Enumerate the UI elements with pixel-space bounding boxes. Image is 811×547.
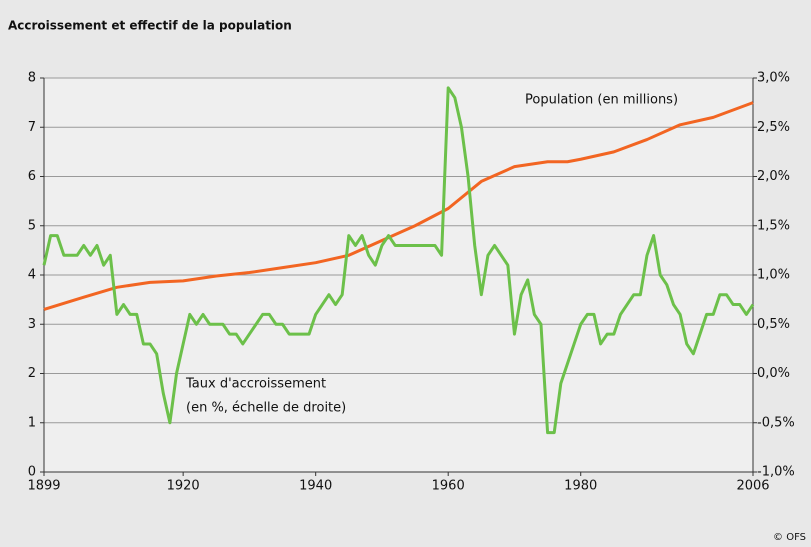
y2-tick-label: 2,0% <box>757 169 790 184</box>
y2-tick-label: 3,0% <box>757 71 790 86</box>
y2-tick-label: 1,5% <box>757 218 790 233</box>
y-tick-label: 6 <box>28 169 36 184</box>
y-tick-label: 8 <box>28 71 36 86</box>
x-tick-label: 1940 <box>299 479 332 494</box>
y-tick-label: 3 <box>28 317 36 332</box>
y2-tick-label: 0,0% <box>757 366 790 381</box>
y-tick-label: 0 <box>28 465 36 480</box>
y2-tick-label: 1,0% <box>757 268 790 283</box>
x-tick-label: 2006 <box>736 479 769 494</box>
series-line <box>42 86 755 435</box>
annotation: (en %, échelle de droite) <box>186 401 346 416</box>
y-tick-label: 5 <box>28 218 36 233</box>
y-tick-label: 1 <box>28 415 36 430</box>
y2-tick-label: 0,5% <box>757 317 790 332</box>
y2-tick-label: -0,5% <box>757 415 795 430</box>
y-tick-label: 7 <box>28 120 36 135</box>
series-label: Taux d'accroissement <box>185 377 326 392</box>
y-tick-label: 4 <box>28 268 36 283</box>
y2-tick-label: 2,5% <box>757 120 790 135</box>
x-tick-label: 1980 <box>564 479 597 494</box>
x-tick-label: 1920 <box>167 479 200 494</box>
x-tick-label: 1899 <box>27 479 60 494</box>
series-line <box>43 101 754 311</box>
x-tick-label: 1960 <box>432 479 465 494</box>
y2-tick-label: -1,0% <box>757 465 795 480</box>
y-tick-label: 2 <box>28 366 36 381</box>
chart-title: Accroissement et effectif de la populati… <box>8 19 292 33</box>
series-label: Population (en millions) <box>525 93 678 108</box>
source: © OFS <box>773 532 806 543</box>
